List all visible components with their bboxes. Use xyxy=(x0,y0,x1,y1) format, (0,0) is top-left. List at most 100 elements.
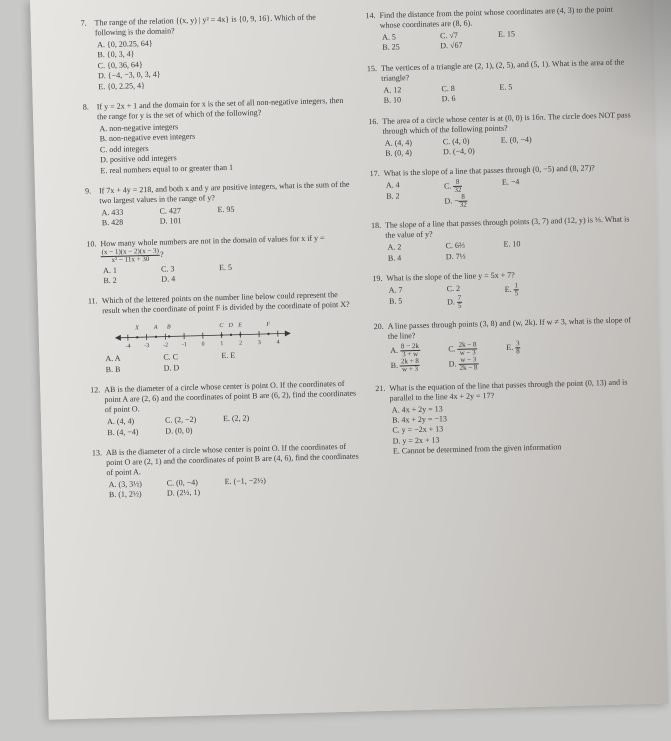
choices: A. 4 B. 2 C. 832 D. −832 E. −4 xyxy=(386,175,638,212)
choice-e: E. 95 xyxy=(217,204,257,215)
svg-text:D: D xyxy=(227,323,233,329)
question-number: 20. xyxy=(374,321,384,331)
question-9: 9. If 7x + 4y = 218, and both x and y ar… xyxy=(85,180,353,230)
choice-e: E. 38 xyxy=(506,339,546,355)
choice-d: D. 4 xyxy=(161,274,201,285)
svg-text:2: 2 xyxy=(239,341,242,347)
choice-c: C. 2k − 8w − 3 xyxy=(448,341,488,357)
choice-d: D. w − 32k − 8 xyxy=(448,356,488,372)
choices: A. 1 B. 2 C. 3 D. 4 E. 5 xyxy=(103,259,354,286)
choices: A. A B. B C. C D. D E. E xyxy=(105,348,356,375)
choices: A. 5 B. 25 C. √7 D. √67 E. 15 xyxy=(382,26,633,53)
choice-b: B. 2 xyxy=(386,190,426,201)
label: B. xyxy=(391,360,399,369)
choice-e: E. (2, 2) xyxy=(223,413,263,424)
choice-e: E. 15 xyxy=(498,29,538,40)
frac: 75 xyxy=(457,294,463,309)
svg-text:A: A xyxy=(153,325,158,331)
question-11: 11. Which of the lettered points on the … xyxy=(88,290,357,376)
label: D. − xyxy=(444,197,459,206)
choice-d: D. 6 xyxy=(442,93,482,104)
frac-den: x² − 11x + 30 xyxy=(101,255,161,264)
choice-e: E. 5 xyxy=(219,262,259,273)
question-7: 7. The range of the relation {(x, y) | y… xyxy=(81,12,350,93)
svg-text:4: 4 xyxy=(276,340,279,346)
choices: A. (3, 3½) B. (1, 2½) C. (0, −4) D. (2½,… xyxy=(109,474,360,501)
frac: 832 xyxy=(459,194,468,209)
choice-b: B. (0, 4) xyxy=(385,148,425,159)
label: E. xyxy=(505,285,512,294)
question-number: 15. xyxy=(367,64,377,74)
choice-d: D. (2½, 1) xyxy=(167,488,207,499)
frac: 8 − 2k3 + w xyxy=(400,342,420,358)
question-text: AB is the diameter of a circle whose cen… xyxy=(104,379,358,416)
question-12: 12. AB is the diameter of a circle whose… xyxy=(90,379,358,439)
svg-text:C: C xyxy=(219,323,224,329)
choice-e: E. E xyxy=(221,351,261,362)
question-text: AB is the diameter of a circle whose cen… xyxy=(106,442,360,479)
choice-e: E. −4 xyxy=(502,177,542,188)
question-16: 16. The area of a circle whose center is… xyxy=(368,110,636,160)
question-20: 20. A line passes through points (3, 8) … xyxy=(374,315,642,374)
svg-text:1: 1 xyxy=(220,342,223,348)
choice-d: D. D xyxy=(164,362,204,373)
svg-text:X: X xyxy=(134,326,139,332)
choice-d: D. 75 xyxy=(447,294,487,310)
question-number: 17. xyxy=(370,169,380,179)
choice-b: B. (1, 2½) xyxy=(109,489,149,500)
question-number: 9. xyxy=(85,186,91,196)
label: E. xyxy=(506,342,513,351)
svg-text:-1: -1 xyxy=(182,342,187,348)
choice-b: B. B xyxy=(106,364,146,375)
question-number: 16. xyxy=(368,116,378,126)
left-column: 7. The range of the relation {(x, y) | y… xyxy=(81,12,361,512)
question-number: 8. xyxy=(83,102,89,112)
two-column-layout: 7. The range of the relation {(x, y) | y… xyxy=(81,4,646,511)
question-8: 8. If y = 2x + 1 and the domain for x is… xyxy=(83,96,352,177)
svg-text:F: F xyxy=(265,322,270,328)
frac: 2k + 8w + 3 xyxy=(400,357,420,373)
svg-text:0: 0 xyxy=(202,342,205,348)
question-14: 14. Find the distance from the point who… xyxy=(365,4,633,54)
q10-fraction: (x − 1)(x − 2)(x − 3) x² − 11x + 30 xyxy=(101,247,161,264)
svg-text:E: E xyxy=(237,323,242,329)
label: C. xyxy=(444,182,452,191)
choice-b: B. 4 xyxy=(388,252,428,263)
question-18: 18. The slope of a line that passes thro… xyxy=(371,215,639,265)
choice-b: B. 428 xyxy=(102,217,142,228)
choice-d: D. (−4, 0) xyxy=(443,146,483,157)
choice-e: E. (−1, −2½) xyxy=(225,476,267,487)
d: 8 xyxy=(515,348,521,355)
choice-b: B. 2k + 8w + 3 xyxy=(391,357,431,373)
label: D. xyxy=(447,297,455,306)
choices: A. 8 − 2k3 + w B. 2k + 8w + 3 C. 2k − 8w… xyxy=(390,337,642,374)
choice-b: B. 2 xyxy=(103,275,143,286)
q10-stem: How many whole numbers are not in the do… xyxy=(100,233,324,248)
choice-d: D. −832 xyxy=(444,194,484,210)
choice-b: B. 10 xyxy=(384,95,424,106)
choices: A. 7 B. 5 C. 2 D. 75 E. 15 xyxy=(389,279,641,311)
frac: 2k − 8w − 3 xyxy=(457,341,477,357)
choices: A. non-negative integers B. non-negative… xyxy=(99,118,351,177)
question-text: Which of the lettered points on the numb… xyxy=(102,290,355,317)
choice-d: D. √67 xyxy=(440,41,480,52)
question-13: 13. AB is the diameter of a circle whose… xyxy=(92,442,360,502)
frac: 832 xyxy=(453,179,462,194)
question-number: 13. xyxy=(92,448,102,458)
d: 2k − 8 xyxy=(458,364,478,372)
frac: 38 xyxy=(515,340,521,355)
question-number: 18. xyxy=(371,221,381,231)
choices: A. (4, 4) B. (4, −4) C. (2, −2) D. (0, 0… xyxy=(107,411,358,438)
choices: A. 2 B. 4 C. 6⅔ D. 7⅓ E. 10 xyxy=(387,236,638,263)
svg-text:B: B xyxy=(167,325,171,331)
svg-text:-3: -3 xyxy=(144,343,149,349)
question-number: 11. xyxy=(88,297,98,307)
choice-b: B. (4, −4) xyxy=(107,427,147,438)
choices: A. 4x + 2y = 13 B. 4x + 2y = −13 C. y = … xyxy=(392,399,644,458)
numberline-svg: -4-3-2-101234XABCDEF xyxy=(112,316,293,351)
choices: A. 433 B. 428 C. 427 D. 101 E. 95 xyxy=(101,202,352,229)
d: 5 xyxy=(457,302,463,309)
question-number: 12. xyxy=(90,386,100,396)
question-19: 19. What is the slope of the line y = 5x… xyxy=(372,267,640,311)
question-number: 10. xyxy=(86,239,96,249)
